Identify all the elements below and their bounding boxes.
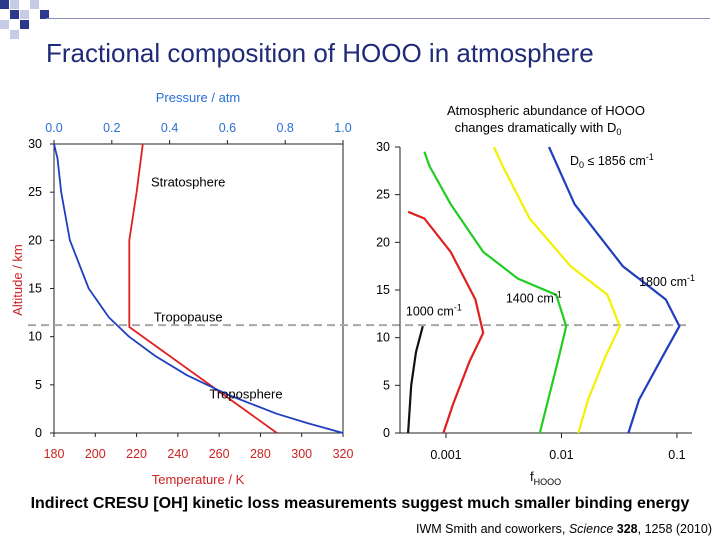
citation: IWM Smith and coworkers, Science 328, 12…: [416, 522, 712, 536]
pressure-tick-label: 0.0: [45, 121, 62, 135]
deco-square: [20, 10, 29, 19]
temperature-tick-label: 260: [209, 447, 230, 461]
pressure-tick-label: 0.8: [277, 121, 294, 135]
temperature-tick-label: 280: [250, 447, 271, 461]
curve-label-sup: -1: [554, 289, 562, 299]
annotation-troposphere: Troposphere: [209, 386, 282, 401]
right-x-tick-label: 0.01: [549, 448, 573, 462]
chart-canvas: Pressure / atm Altitude / km Temperature…: [10, 90, 695, 487]
temperature-tick-label: 240: [167, 447, 188, 461]
temperature-tick-label: 200: [85, 447, 106, 461]
citation-volume: 328: [616, 522, 638, 536]
altitude-tick-label: 30: [28, 137, 42, 151]
hooo-curve-red: [407, 210, 485, 434]
altitude-tick-label: 5: [35, 378, 42, 392]
header-rule: [46, 18, 710, 19]
temperature-tick-label: 300: [291, 447, 312, 461]
curve-label-text: 1800 cm: [639, 275, 687, 289]
pressure-axis-label: Pressure / atm: [156, 90, 241, 105]
pressure-tick-label: 0.6: [219, 121, 236, 135]
right-chart-legend: D0 ≤ 1856 cm-1: [570, 152, 654, 170]
altitude-tick-label: 0: [35, 426, 42, 440]
xlabel-f: f: [530, 469, 534, 484]
right-y-tick-label: 30: [376, 140, 390, 154]
deco-square: [0, 0, 9, 9]
pressure-tick-label: 1.0: [334, 121, 351, 135]
legend-rest: ≤ 1856 cm: [584, 154, 646, 168]
right-chart-title-line2: changes dramatically with D0: [455, 120, 622, 137]
altitude-tick-label: 25: [28, 185, 42, 199]
right-y-tick-label: 10: [376, 331, 390, 345]
right-x-tick-label: 0.001: [430, 448, 461, 462]
curve-label-sup: -1: [454, 303, 462, 313]
deco-square: [10, 0, 19, 9]
deco-square: [30, 0, 39, 9]
annotation-stratosphere: Stratosphere: [151, 175, 225, 190]
curve-label: 1400 cm-1: [506, 289, 562, 305]
legend-d: D: [570, 154, 579, 168]
right-y-tick-label: 5: [383, 378, 390, 392]
citation-pages: , 1258 (2010): [637, 522, 712, 536]
hooo-curve-yellow: [492, 146, 621, 434]
curve-label-text: 1000 cm: [406, 305, 454, 319]
slide-title: Fractional composition of HOOO in atmosp…: [46, 38, 594, 68]
summary-text: Indirect CRESU [OH] kinetic loss measure…: [30, 495, 690, 512]
deco-square: [40, 10, 49, 19]
curve-label-text: 1400 cm: [506, 291, 554, 305]
right-chart-xlabel: fHOOO: [530, 469, 561, 487]
annotation-tropopause: Tropopause: [154, 309, 223, 324]
temperature-tick-label: 320: [333, 447, 354, 461]
hooo-curve-green: [423, 151, 568, 434]
xlabel-sub: HOOO: [534, 477, 562, 487]
altitude-tick-label: 10: [28, 330, 42, 344]
right-y-tick-label: 20: [376, 235, 390, 249]
hooo-curve-blue: [547, 146, 681, 434]
temperature-axis-label: Temperature / K: [152, 472, 245, 487]
series-line-pressure: [53, 143, 344, 434]
right-chart-title-text: changes dramatically with D: [455, 120, 617, 135]
hooo-curve-black: [407, 325, 424, 434]
temperature-tick-label: 180: [44, 447, 65, 461]
citation-authors: IWM Smith and coworkers,: [415, 522, 569, 536]
right-x-tick-label: 0.1: [668, 448, 685, 462]
curve-label-sup: -1: [687, 273, 695, 283]
altitude-tick-label: 20: [28, 233, 42, 247]
altitude-axis-label: Altitude / km: [10, 244, 25, 316]
pressure-tick-label: 0.4: [161, 121, 178, 135]
curve-label: 1000 cm-1: [406, 303, 462, 319]
legend-sup: -1: [646, 152, 654, 162]
right-y-tick-label: 15: [376, 283, 390, 297]
deco-square: [0, 20, 9, 29]
citation-journal: Science: [568, 522, 614, 536]
right-chart-title-sub: 0: [616, 127, 621, 137]
pressure-tick-label: 0.2: [103, 121, 120, 135]
right-chart-title-line1: Atmospheric abundance of HOOO: [447, 103, 645, 118]
series-line-temperature: [128, 143, 278, 434]
right-y-tick-label: 0: [383, 426, 390, 440]
legend-sub: 0: [579, 160, 584, 170]
right-y-tick-label: 25: [376, 188, 390, 202]
deco-square: [10, 10, 19, 19]
deco-square: [20, 20, 29, 29]
temperature-tick-label: 220: [126, 447, 147, 461]
curve-label: 1800 cm-1: [639, 273, 695, 289]
altitude-tick-label: 15: [28, 282, 42, 296]
deco-square: [10, 30, 19, 39]
